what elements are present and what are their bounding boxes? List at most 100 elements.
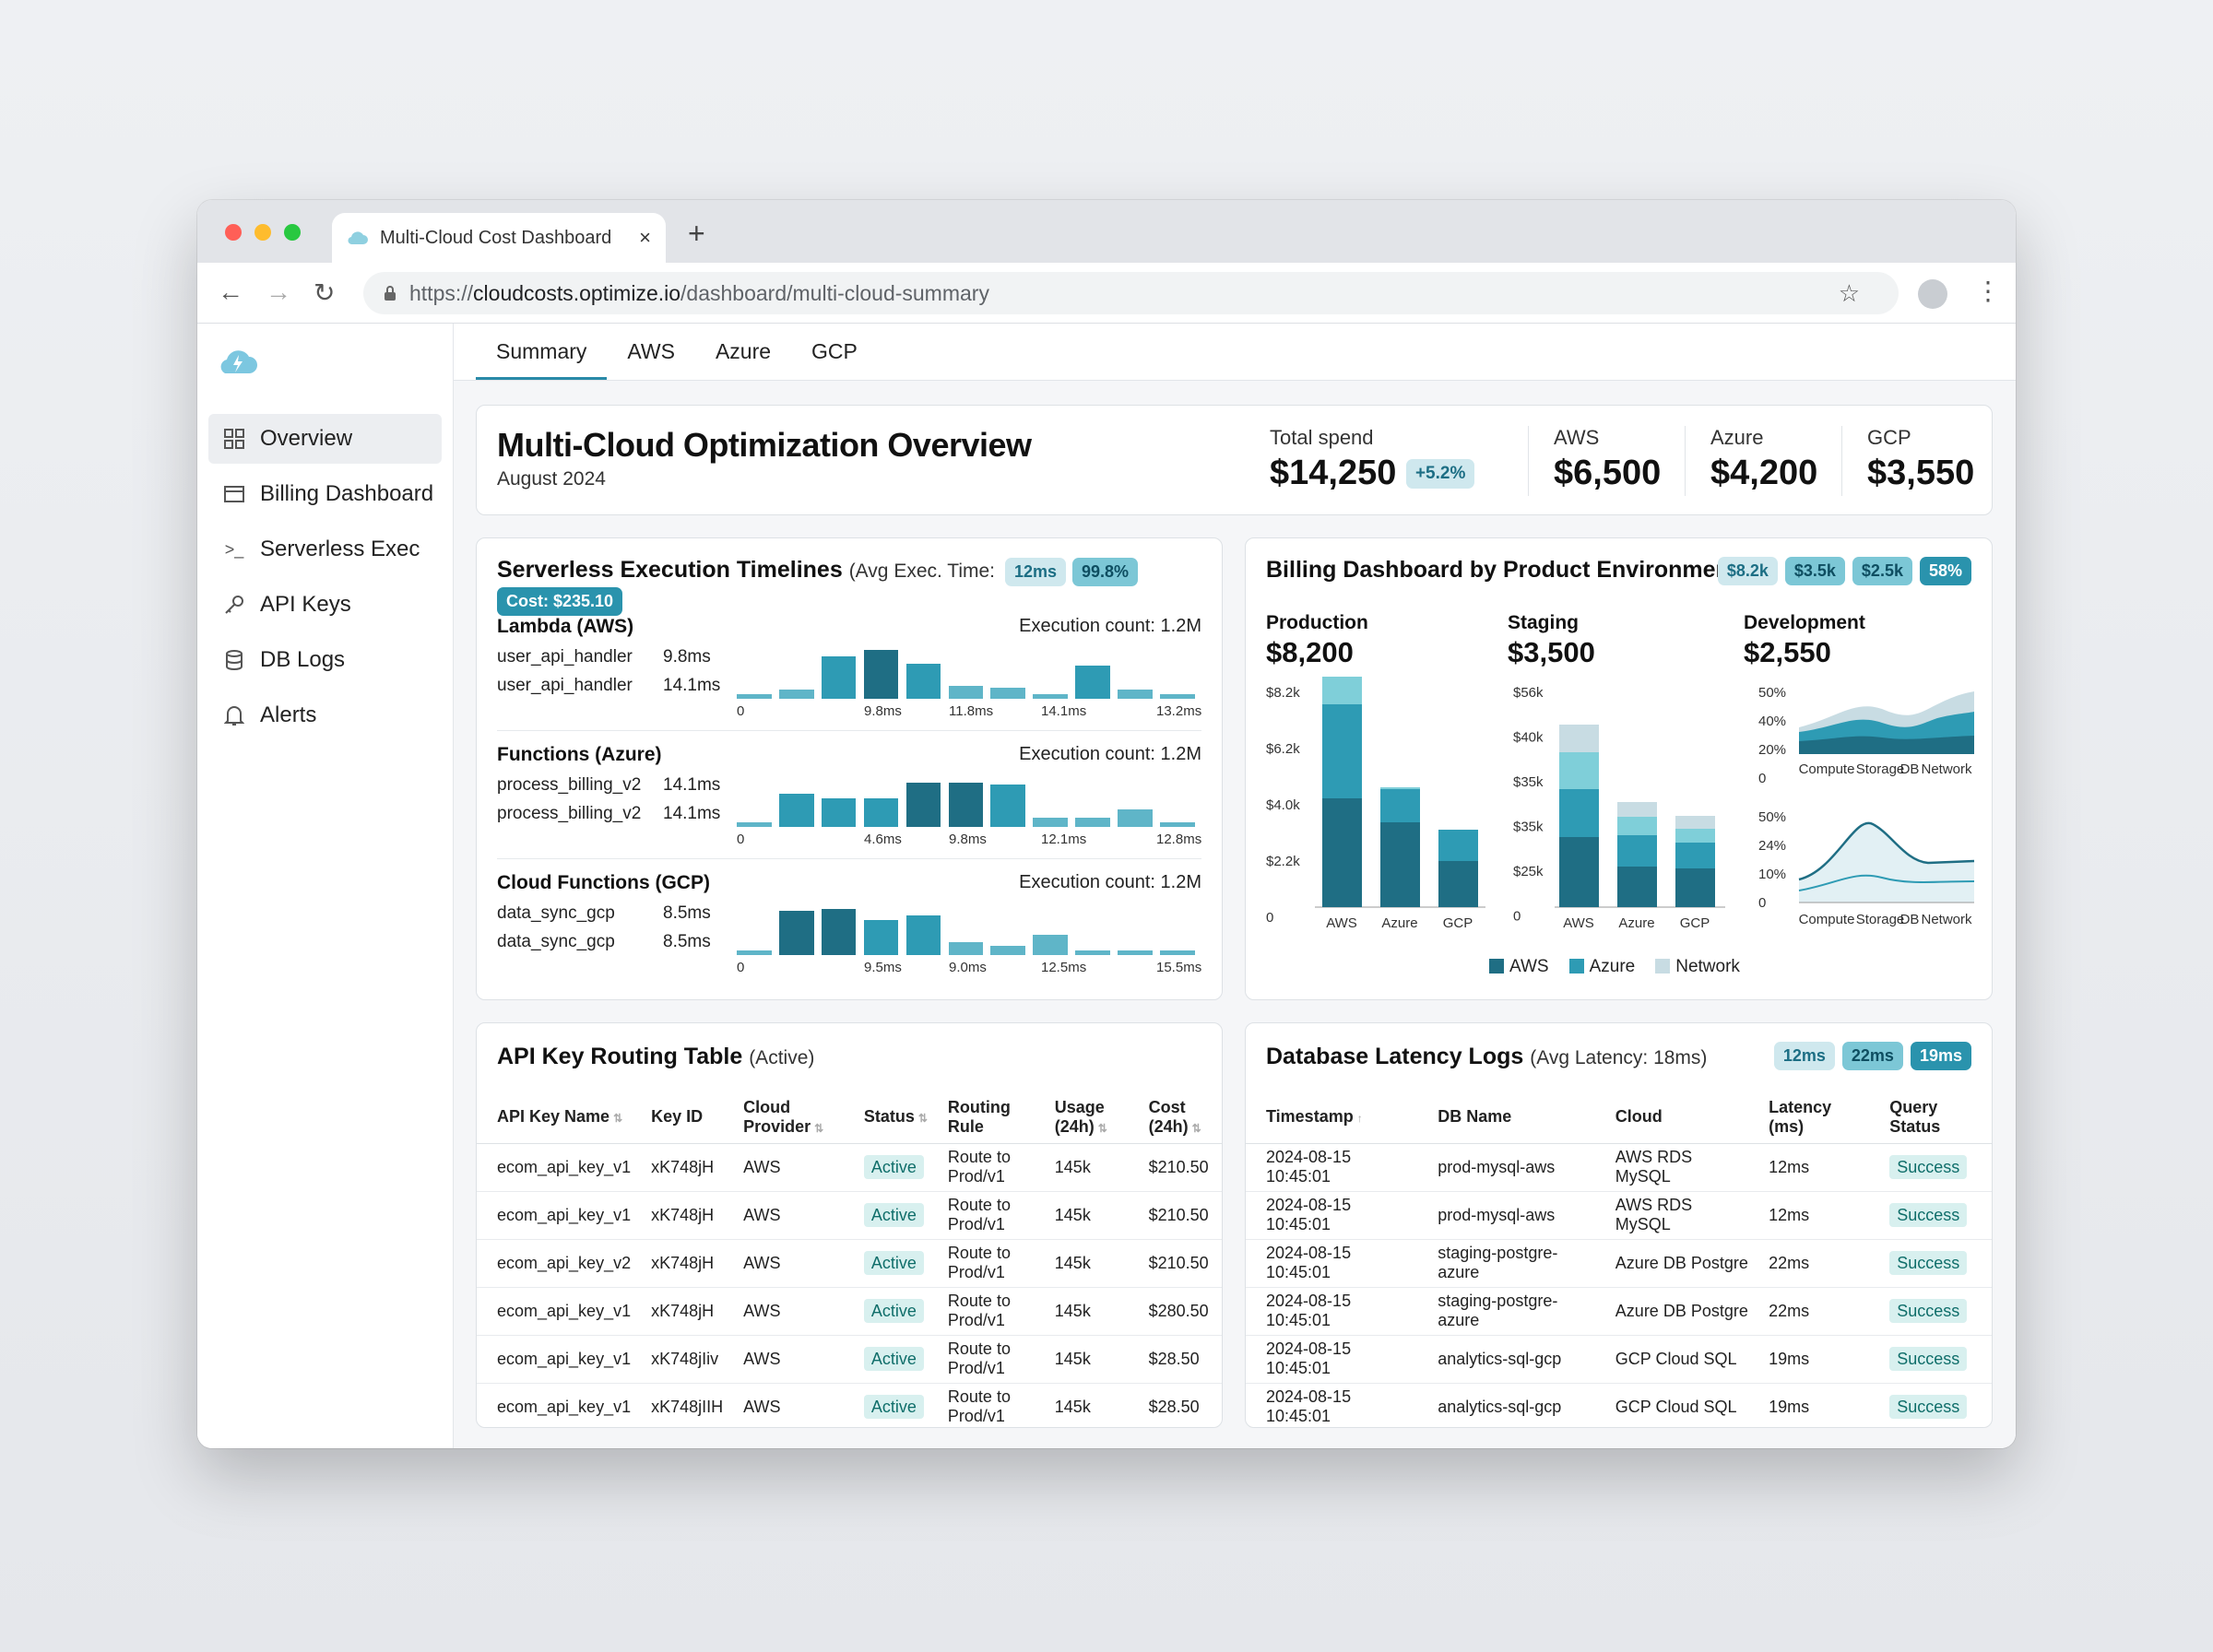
table-cell: 145k bbox=[1034, 1239, 1129, 1288]
browser-tab[interactable]: Multi-Cloud Cost Dashboard × bbox=[332, 213, 666, 263]
env-value: $2,550 bbox=[1744, 636, 1831, 668]
column-header[interactable]: Cloud Provider ⇅ bbox=[723, 1092, 844, 1144]
table-cell: 145k bbox=[1034, 1287, 1129, 1336]
histogram-bar bbox=[1075, 818, 1110, 827]
table-row[interactable]: ecom_api_key_v1 xK748jH AWS Active Route to … bbox=[477, 1191, 1222, 1240]
axis-tick: AWS bbox=[1326, 915, 1357, 931]
billing-legend: AWS Azure Network bbox=[1489, 957, 1740, 977]
table-cell: 22ms bbox=[1748, 1239, 1870, 1288]
column-header[interactable]: Key ID bbox=[631, 1092, 724, 1144]
axis-tick: Storage bbox=[1856, 761, 1905, 777]
sort-up-icon[interactable]: ↑ bbox=[1356, 1112, 1363, 1126]
sort-icon[interactable]: ⇅ bbox=[613, 1112, 623, 1126]
stacked-bar-segment bbox=[1617, 802, 1657, 817]
db-logs-subtitle: (Avg Latency: 18ms) bbox=[1530, 1047, 1708, 1068]
stacked-bar-segment bbox=[1559, 725, 1599, 752]
new-tab-button[interactable]: + bbox=[688, 217, 705, 250]
column-header[interactable]: Status ⇅ bbox=[843, 1092, 928, 1144]
page-title: Multi-Cloud Optimization Overview bbox=[497, 426, 1032, 464]
status-badge: Success bbox=[1889, 1298, 1968, 1323]
table-row[interactable]: 2024-08-15 10:45:01 staging-postgre-azure… bbox=[1246, 1239, 1992, 1288]
table-row[interactable]: ecom_api_key_v1 xK748jH AWS Active Route to … bbox=[477, 1143, 1222, 1192]
profile-avatar[interactable] bbox=[1918, 279, 1947, 309]
table-cell: ecom_api_key_v2 bbox=[477, 1239, 632, 1288]
column-header[interactable]: Routing Rule bbox=[927, 1092, 1035, 1144]
minimize-window-button[interactable] bbox=[254, 224, 271, 241]
axis-tick: $35k bbox=[1513, 774, 1544, 790]
env-staging: Staging $3,500 bbox=[1508, 612, 1595, 669]
column-header[interactable]: DB Name bbox=[1417, 1092, 1595, 1144]
url-field[interactable]: https://cloudcosts.optimize.io/dashboard… bbox=[363, 272, 1899, 314]
axis-tick: $4.0k bbox=[1266, 797, 1300, 813]
table-cell: 2024-08-15 10:45:01 bbox=[1246, 1383, 1418, 1427]
sidebar-item-serverless[interactable]: >_ Serverless Exec bbox=[208, 525, 442, 574]
tab-azure[interactable]: Azure bbox=[715, 339, 772, 363]
table-row[interactable]: 2024-08-15 10:45:01 prod-mysql-aws AWS RDS… bbox=[1246, 1191, 1992, 1240]
column-header[interactable]: Cloud bbox=[1594, 1092, 1749, 1144]
axis-tick: Network bbox=[1921, 912, 1972, 927]
sort-icon[interactable]: ⇅ bbox=[1097, 1121, 1107, 1135]
overview-card: Multi-Cloud Optimization Overview August… bbox=[476, 405, 1993, 515]
reload-icon[interactable]: ↻ bbox=[314, 278, 336, 307]
sidebar-item-billing[interactable]: Billing Dashboard bbox=[208, 469, 442, 519]
column-header[interactable]: Cost (24h) ⇅ bbox=[1128, 1092, 1222, 1144]
sort-icon[interactable]: ⇅ bbox=[1191, 1121, 1201, 1135]
sort-icon[interactable]: ⇅ bbox=[814, 1121, 824, 1135]
table-row[interactable]: 2024-08-15 10:45:01 analytics-sql-gcp GCP … bbox=[1246, 1335, 1992, 1384]
column-header[interactable]: Query Status bbox=[1869, 1092, 1992, 1144]
bookmark-star-icon[interactable]: ☆ bbox=[1838, 279, 1860, 307]
tab-aws[interactable]: AWS bbox=[627, 339, 675, 363]
table-cell: Success bbox=[1869, 1239, 1992, 1288]
tab-summary[interactable]: Summary bbox=[476, 324, 608, 380]
lock-icon bbox=[385, 286, 396, 301]
back-icon[interactable]: ← bbox=[218, 277, 243, 306]
db-logs-table: Timestamp ↑ DB Name Cloud Latency (ms) Query … bbox=[1246, 1092, 1992, 1427]
tab-strip: Summary AWS Azure GCP bbox=[454, 324, 2016, 381]
maximize-window-button[interactable] bbox=[284, 224, 301, 241]
axis-tick: 24% bbox=[1758, 838, 1786, 854]
status-badge: Active bbox=[863, 1346, 924, 1371]
table-row[interactable]: 2024-08-15 10:45:01 analytics-sql-gcp GCP … bbox=[1246, 1383, 1992, 1427]
table-row[interactable]: ecom_api_key_v2 xK748jH AWS Active Route to … bbox=[477, 1239, 1222, 1288]
table-row[interactable]: ecom_api_key_v1 xK748jIiv AWS Active Route t… bbox=[477, 1335, 1222, 1384]
table-cell: 2024-08-15 10:45:01 bbox=[1246, 1143, 1418, 1192]
sidebar-item-label: Overview bbox=[260, 426, 353, 451]
api-keys-card: API Key Routing Table (Active) API Key N… bbox=[476, 1022, 1223, 1428]
browser-menu-icon[interactable]: ⋮ bbox=[1975, 277, 2001, 305]
table-row[interactable]: 2024-08-15 10:45:01 staging-postgre-azure… bbox=[1246, 1287, 1992, 1336]
table-cell: 2024-08-15 10:45:01 bbox=[1246, 1335, 1418, 1384]
axis-tick: $35k bbox=[1513, 820, 1544, 835]
sort-icon[interactable]: ⇅ bbox=[917, 1112, 928, 1126]
sidebar-item-alerts[interactable]: Alerts bbox=[208, 690, 442, 740]
table-cell: Active bbox=[843, 1287, 928, 1336]
forward-icon[interactable]: → bbox=[266, 277, 291, 306]
exec-group-name: Cloud Functions (GCP) bbox=[497, 872, 710, 893]
axis-tick: 4.6ms bbox=[864, 832, 902, 847]
table-row[interactable]: 2024-08-15 10:45:01 prod-mysql-aws AWS RDS… bbox=[1246, 1143, 1992, 1192]
table-cell: Route to Prod/v1 bbox=[927, 1383, 1035, 1427]
close-tab-icon[interactable]: × bbox=[639, 226, 651, 249]
column-header[interactable]: Usage (24h) ⇅ bbox=[1034, 1092, 1129, 1144]
stacked-bar-segment bbox=[1675, 868, 1715, 907]
tab-gcp[interactable]: GCP bbox=[811, 339, 858, 363]
table-cell: $28.50 bbox=[1128, 1383, 1222, 1427]
table-row[interactable]: ecom_api_key_v1 xK748jH AWS Active Route to … bbox=[477, 1287, 1222, 1336]
histogram-bar bbox=[778, 794, 814, 827]
column-header[interactable]: Timestamp ↑ bbox=[1246, 1092, 1418, 1144]
column-header[interactable]: Latency (ms) bbox=[1748, 1092, 1870, 1144]
divider bbox=[1528, 426, 1529, 496]
sidebar-item-db-logs[interactable]: DB Logs bbox=[208, 635, 442, 685]
db-logs-card: Database Latency Logs (Avg Latency: 18ms… bbox=[1245, 1022, 1993, 1428]
histogram-bar bbox=[863, 650, 899, 699]
table-cell: ecom_api_key_v1 bbox=[477, 1335, 632, 1384]
table-cell: xK748jH bbox=[631, 1287, 724, 1336]
env-production: Production $8,200 bbox=[1266, 612, 1368, 669]
axis-tick: 0 bbox=[1758, 895, 1766, 911]
column-header[interactable]: API Key Name ⇅ bbox=[477, 1092, 632, 1144]
close-window-button[interactable] bbox=[225, 224, 242, 241]
table-row[interactable]: ecom_api_key_v1 xK748jIIH AWS Active Route t… bbox=[477, 1383, 1222, 1427]
sidebar-item-api-keys[interactable]: API Keys bbox=[208, 580, 442, 630]
sidebar-item-overview[interactable]: Overview bbox=[208, 414, 442, 464]
status-badge: Success bbox=[1889, 1346, 1968, 1371]
table-cell: prod-mysql-aws bbox=[1417, 1143, 1595, 1192]
